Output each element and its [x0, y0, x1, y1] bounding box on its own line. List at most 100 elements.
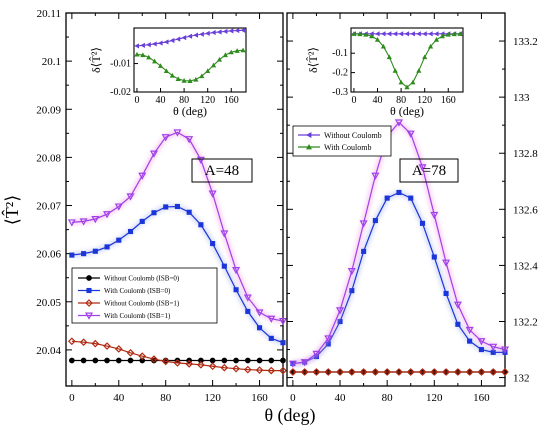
inset-data-point: [416, 31, 421, 37]
inset-data-point: [169, 72, 175, 78]
series-line: [292, 191, 505, 365]
inset-data-point: [369, 33, 375, 39]
data-point: [465, 368, 474, 376]
data-point: [232, 364, 240, 373]
inset-y-label: δ⟨T̂²⟩: [89, 47, 103, 73]
inset-x-tick-label: 40: [373, 95, 383, 106]
data-point: [198, 357, 204, 364]
data-point: [489, 343, 498, 351]
inset-data-point: [216, 29, 222, 35]
legend-item: Without Coulomb: [298, 131, 382, 140]
data-point: [209, 357, 216, 364]
inset-data-point: [228, 28, 234, 34]
data-point: [431, 254, 437, 260]
data-point: [232, 267, 241, 275]
inset-x-tick-label: 0: [134, 95, 139, 106]
data-point: [256, 325, 263, 331]
data-point: [220, 230, 229, 238]
series-halo: [292, 189, 505, 367]
inset-data-point: [427, 43, 434, 49]
data-point: [221, 263, 227, 269]
inset-data-point: [433, 37, 440, 42]
x-tick-label: 120: [426, 392, 443, 404]
inset-x-tick-label: 0: [351, 95, 356, 106]
inset-data-point: [369, 31, 374, 37]
inset-data-point: [205, 30, 210, 37]
inset-y-tick-label: -0.02: [110, 87, 131, 98]
inset-data-point: [187, 78, 193, 83]
inset-data-point: [205, 68, 211, 74]
data-point: [454, 368, 462, 376]
data-point: [336, 368, 344, 376]
legend-right: Without Coulomb With Coulomb: [292, 125, 392, 157]
left-inset: 0 40 80 120 160 -0.01 -0.02 θ (deg) δ⟨T̂²⟩: [89, 27, 247, 118]
legend-label: With Coulomb: [324, 143, 371, 152]
data-point: [173, 359, 182, 367]
legend-label: Without Coulomb (ISB=0): [104, 275, 180, 283]
inset-data-point: [357, 31, 363, 37]
legend-left: Without Coulomb (ISB=0) With Coulomb (ISB…: [71, 267, 218, 324]
inset-data-point: [175, 36, 181, 42]
data-point: [103, 211, 112, 219]
inset-data-point: [392, 68, 398, 73]
data-point: [210, 240, 216, 247]
legend-box: [292, 125, 392, 157]
legend-item: With Coulomb (ISB=0): [78, 287, 171, 295]
inset-data-point: [398, 31, 404, 37]
data-point: [69, 357, 75, 364]
inset-data-point: [187, 33, 193, 39]
data-point: [149, 150, 158, 158]
inset-x-tick-label: 120: [200, 95, 215, 106]
data-point: [325, 341, 331, 347]
data-point: [233, 287, 239, 293]
inset-data-point: [386, 54, 392, 60]
legend-box: [71, 267, 218, 324]
data-point: [186, 209, 192, 215]
x-tick-label: 80: [160, 392, 172, 404]
series-line: [71, 340, 283, 372]
data-point: [185, 360, 194, 368]
inset-frame: [350, 27, 464, 93]
inset-data-point: [234, 48, 240, 53]
data-point: [115, 357, 122, 364]
data-point: [359, 368, 368, 376]
inset-data-point: [433, 31, 439, 37]
data-point: [419, 220, 426, 226]
data-point: [126, 193, 135, 201]
inset-data-point: [193, 76, 199, 82]
inset-data-point: [199, 73, 205, 79]
y-tick-label: 20.1: [42, 56, 61, 68]
inset-data-point: [380, 43, 387, 49]
data-point: [104, 357, 110, 364]
y-tick-label: 20.04: [36, 345, 61, 357]
data-point: [500, 346, 510, 354]
legend-item: With Coulomb (ISB=1): [78, 312, 171, 320]
inset-y-tick-label: -0.3: [332, 87, 348, 98]
data-point: [430, 368, 439, 376]
data-point: [79, 338, 88, 347]
data-point: [442, 368, 450, 376]
legend-marker: [306, 132, 312, 138]
inset-data-point: [175, 76, 181, 81]
inset-x-tick-label: 40: [156, 95, 166, 106]
data-point: [92, 248, 98, 254]
data-point: [69, 252, 75, 258]
right-annotation-box: [399, 158, 459, 183]
legend-item: Without Coulomb (ISB=0): [78, 275, 180, 283]
data-point: [161, 134, 170, 142]
inset-data-point: [146, 42, 151, 48]
data-point: [245, 308, 251, 314]
data-point: [324, 368, 333, 376]
y-tick-label: 20.08: [36, 152, 61, 164]
inset-data-point: [457, 31, 463, 36]
data-point: [477, 368, 486, 376]
data-point: [383, 368, 392, 376]
series-line: [71, 131, 284, 322]
data-point: [255, 309, 264, 317]
data-point: [477, 338, 486, 346]
data-point: [361, 248, 367, 254]
data-point: [91, 215, 100, 224]
data-point: [501, 368, 509, 376]
inset-data-point: [181, 78, 187, 83]
data-point: [92, 357, 99, 364]
